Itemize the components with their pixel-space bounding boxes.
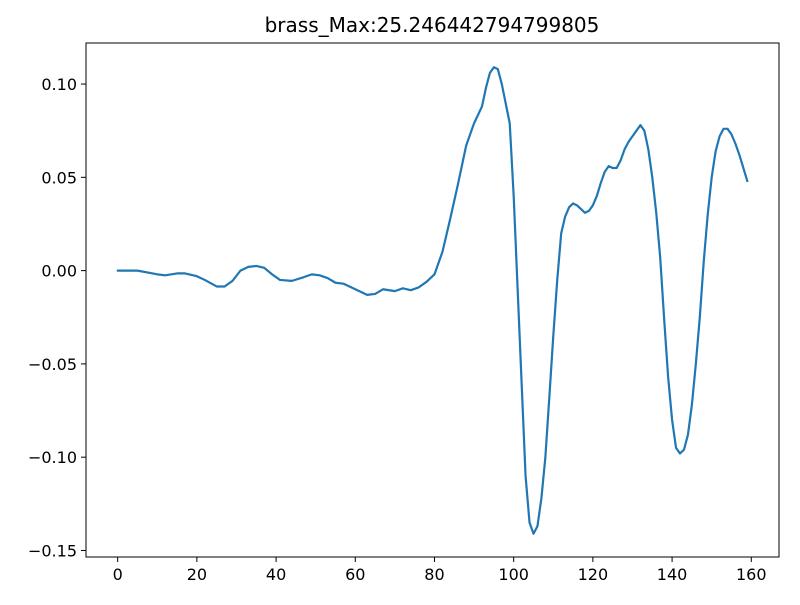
x-tick-label: 40 (266, 565, 286, 584)
y-tick-label: −0.10 (28, 448, 77, 467)
y-tick-label: 0.00 (41, 262, 77, 281)
x-tick-label: 160 (736, 565, 767, 584)
y-tick-label: −0.05 (28, 355, 77, 374)
y-tick-label: 0.10 (41, 75, 77, 94)
series-line (116, 66, 749, 535)
chart-title: brass_Max:25.246442794799805 (265, 13, 600, 37)
x-tick-label: 140 (657, 565, 688, 584)
x-tick-label: 60 (345, 565, 365, 584)
series-layer (116, 66, 749, 535)
x-tick-label: 120 (578, 565, 609, 584)
plot-frame (85, 42, 780, 558)
axes-layer: 0 20 40 60 80 100 120 140 160 −0.15 −0.10 −0.05 0.00… (28, 42, 780, 584)
x-tick-label: 80 (424, 565, 444, 584)
x-tick-label: 0 (113, 565, 123, 584)
y-tick-label: −0.15 (28, 541, 77, 560)
x-tick-label: 100 (498, 565, 529, 584)
y-tick-label: 0.05 (41, 168, 77, 187)
x-tick-label: 20 (187, 565, 207, 584)
